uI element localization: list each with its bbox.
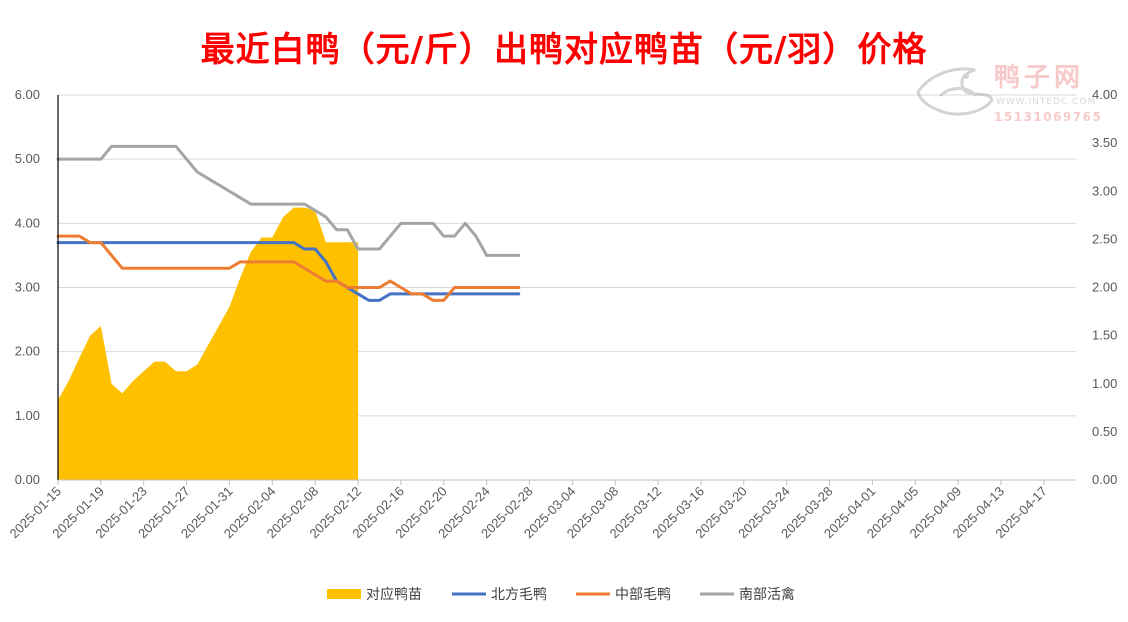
left-tick-label: 4.00 xyxy=(15,215,40,230)
right-axis-ticks: 0.00 0.50 1.00 1.50 2.00 2.50 3.00 3.50 4.00 xyxy=(1092,87,1117,487)
line-series-1 xyxy=(56,241,521,302)
legend: 对应鸭苗 北方毛鸭 中部毛鸭 南部活禽 xyxy=(327,586,795,603)
left-tick-label: 0.00 xyxy=(15,472,40,487)
right-tick-label: 0.50 xyxy=(1092,424,1117,439)
right-tick-label: 0.00 xyxy=(1092,472,1117,487)
right-tick-label: 1.50 xyxy=(1092,328,1117,343)
legend-swatch-0 xyxy=(327,589,361,599)
watermark: 鸭子网 WWW.INTEDC.COM 15131069765 xyxy=(916,63,1102,124)
x-axis-ticks: 2025-01-152025-01-192025-01-232025-01-27… xyxy=(6,480,1050,541)
watermark-site: WWW.INTEDC.COM xyxy=(996,97,1096,107)
left-tick-label: 2.00 xyxy=(15,344,40,359)
right-tick-label: 4.00 xyxy=(1092,87,1117,102)
area-series-0 xyxy=(58,207,359,481)
watermark-brand: 鸭子网 xyxy=(994,63,1084,93)
watermark-phone: 15131069765 xyxy=(994,110,1102,124)
left-tick-label: 6.00 xyxy=(15,87,40,102)
axes xyxy=(57,95,1076,481)
left-axis-ticks: 0.00 1.00 2.00 3.00 4.00 5.00 6.00 xyxy=(15,87,40,487)
line-series-3 xyxy=(56,144,521,257)
legend-label: 对应鸭苗 xyxy=(366,586,422,603)
left-tick-label: 1.00 xyxy=(15,408,40,423)
left-tick-label: 3.00 xyxy=(15,280,40,295)
right-tick-label: 3.00 xyxy=(1092,183,1117,198)
chart-title: 最近白鸭（元/斤）出鸭对应鸭苗（元/羽）价格 xyxy=(200,30,928,70)
line-series-layer xyxy=(56,144,521,302)
area-series-layer xyxy=(58,207,359,481)
right-tick-label: 3.50 xyxy=(1092,135,1117,150)
line-series-2 xyxy=(56,234,521,302)
duck-logo-icon xyxy=(916,67,994,116)
right-tick-label: 1.00 xyxy=(1092,376,1117,391)
right-tick-label: 2.50 xyxy=(1092,231,1117,246)
legend-label: 南部活禽 xyxy=(739,586,795,603)
right-tick-label: 2.00 xyxy=(1092,280,1117,295)
legend-label: 北方毛鸭 xyxy=(491,587,547,603)
legend-label: 中部毛鸭 xyxy=(615,587,671,603)
left-tick-label: 5.00 xyxy=(15,151,40,166)
